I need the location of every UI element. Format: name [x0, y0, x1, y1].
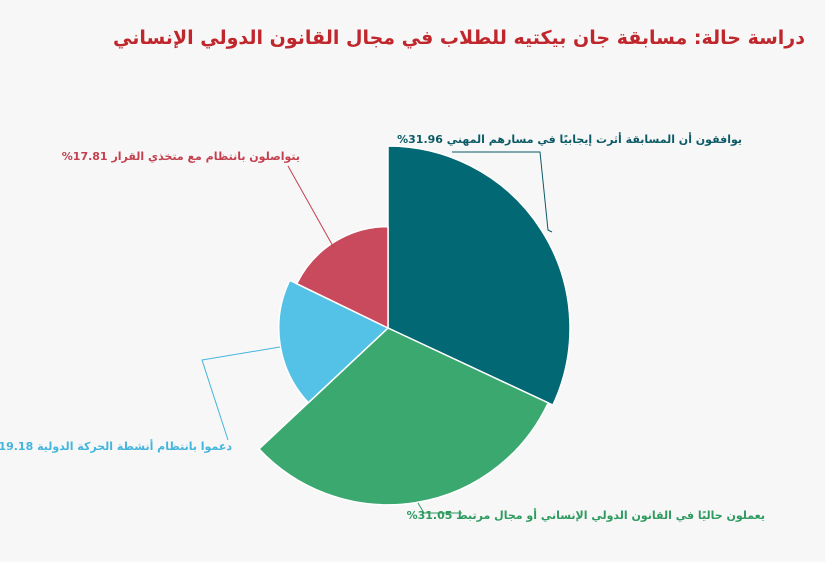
chart-title: دراسة حالة: مسابقة جان بيكتيه للطلاب في … [113, 27, 805, 49]
label-name: دعموا بانتظام أنشطة الحركة الدولية [37, 439, 232, 453]
slice-label: يعملون حاليًا في القانون الدولي الإنساني… [407, 508, 765, 522]
pie-slice [295, 225, 389, 330]
pie-slice [278, 279, 390, 404]
slice-label: يتواصلون بانتظام مع متخذي القرار 17.81% [62, 150, 300, 163]
leader-line [452, 151, 553, 233]
slice-label: يوافقون أن المسابقة أثرت إيجابيًا في مسا… [397, 132, 742, 146]
label-name: يتواصلون بانتظام مع متخذي القرار [110, 150, 300, 163]
leader-line [417, 502, 462, 514]
leader-line [287, 165, 335, 249]
leader-line [201, 346, 281, 441]
label-value: 31.96% [397, 133, 443, 146]
label-name: يعملون حاليًا في القانون الدولي الإنساني… [456, 508, 765, 522]
label-name: يوافقون أن المسابقة أثرت إيجابيًا في مسا… [447, 132, 742, 146]
label-value: 31.05% [407, 509, 453, 522]
label-value: 17.81% [62, 150, 108, 163]
pie-slice [257, 327, 550, 506]
pie-slice [387, 145, 571, 407]
slice-label: دعموا بانتظام أنشطة الحركة الدولية 19.18… [0, 439, 232, 453]
label-value: 19.18% [0, 440, 33, 453]
